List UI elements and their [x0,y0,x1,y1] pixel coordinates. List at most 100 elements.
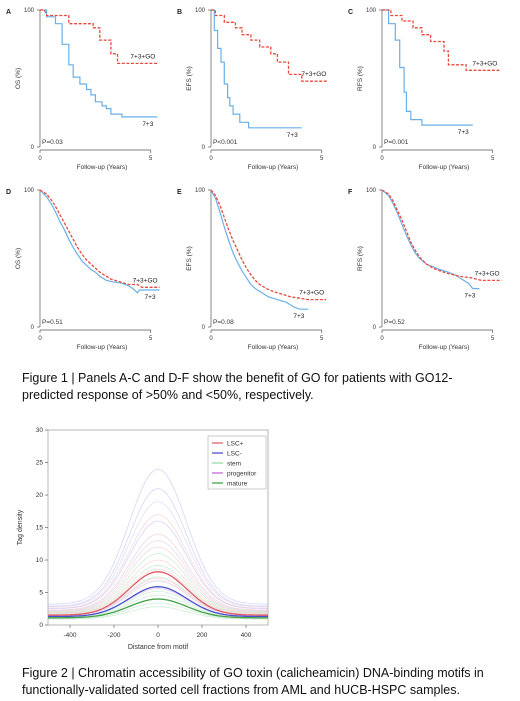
y-axis-label: RFS (%) [357,66,364,91]
sample-trace [48,520,268,610]
label-7+3+go: 7+3+GO [472,60,497,67]
y-tick-label: 0 [202,145,206,151]
y-axis-label: OS (%) [15,248,22,269]
label-7+3: 7+3 [142,121,153,128]
y-tick-label: 100 [24,188,35,194]
sample-trace [48,514,268,609]
y-axis-label: EFS (%) [186,66,193,91]
series-7+3+go [211,9,329,82]
x-axis-label: Follow-up (Years) [419,164,470,171]
sample-trace [48,546,268,612]
series-7+3 [381,189,480,290]
p-value: P=0.001 [384,139,409,146]
y-tick-label: 0 [31,325,35,331]
x-tick-label: 0 [38,156,42,162]
km-plot-c: C 0 100 0 5 Follow-up (Years) RFS (%) P=0.001 7+… [348,8,500,171]
series-7+3+go [39,189,160,288]
p-value: P=0.51 [42,319,63,326]
series-7+3 [211,9,302,129]
y-tick-label: 0 [31,145,35,151]
x-axis-label: Follow-up (Years) [419,344,470,351]
x-tick-label: 5 [320,156,324,162]
y-axis-label: Tag density [17,509,24,545]
series-7+3 [39,189,160,294]
label-7+3: 7+3 [145,294,156,301]
km-plot-f: F 0 100 0 5 Follow-up (Years) RFS (%) P=0.52 7+3… [348,188,502,351]
series-7+3 [210,189,309,310]
series-7+3 [40,9,158,118]
x-tick-label: 5 [149,336,153,342]
series-7+3+go [210,189,327,301]
sample-trace [48,606,268,620]
sample-trace [48,568,268,615]
panel-letter: E [177,189,182,196]
y-axis-label: OS (%) [15,68,22,89]
y-tick-label: 20 [36,492,44,499]
series-7+3 [382,9,473,126]
y-tick-label: 100 [366,188,377,194]
series-7+3+go [381,189,502,282]
y-axis-label: EFS (%) [186,246,193,271]
km-panel-d: D 0 100 0 5 Follow-up (Years) OS (%) P=0.51 7+3+… [4,182,172,351]
sample-trace [48,533,268,611]
label-7+3: 7+3 [458,129,469,136]
x-tick-label: 0 [38,336,42,342]
km-plot-b: B 0 100 0 5 Follow-up (Years) EFS (%) P<0.001 7+… [177,8,329,171]
km-panel-a: A 0 100 0 5 Follow-up (Years) OS (%) P=0.03 7+3+… [4,2,172,171]
sample-trace [48,468,268,605]
panel-letter: B [177,9,182,16]
series-LSC- [48,586,268,618]
tag-density-plot: -400 -200 0 200 400 0 5 10 15 20 25 30 Distance from… [17,427,269,651]
y-tick-label: 15 [36,525,44,532]
series-LSC+ [48,571,268,616]
y-tick-label: 25 [36,460,44,467]
figure2-chart: -400 -200 0 200 400 0 5 10 15 20 25 30 Distance from… [0,418,300,670]
sample-trace [48,594,268,618]
km-panel-c: C 0 100 0 5 Follow-up (Years) RFS (%) P=0.001 7+… [346,2,514,171]
label-7+3: 7+3 [287,132,298,139]
x-axis-label: Follow-up (Years) [77,344,128,351]
y-tick-label: 100 [24,8,35,14]
x-tick-label: -200 [107,632,120,639]
x-tick-label: 0 [209,156,213,162]
x-tick-label: 400 [241,632,252,639]
x-axis-label: Follow-up (Years) [248,164,299,171]
label-7+3+go: 7+3+GO [475,270,500,277]
label-7+3: 7+3 [293,313,304,320]
x-axis-label: Distance from motif [128,644,188,651]
label-7+3+go: 7+3+GO [133,277,158,284]
km-plot-d: D 0 100 0 5 Follow-up (Years) OS (%) P=0.51 7+3+… [6,188,160,351]
km-panel-e: E 0 100 0 5 Follow-up (Years) EFS (%) P=0.08 7+3… [175,182,343,351]
sample-trace [47,553,269,613]
x-tick-label: 0 [380,156,384,162]
x-tick-label: 5 [491,336,495,342]
label-7+3+go: 7+3+GO [130,53,155,60]
sample-trace [47,488,269,607]
p-value: P=0.08 [213,319,234,326]
y-tick-label: 10 [36,557,44,564]
sample-trace [48,602,268,619]
x-tick-label: 0 [209,336,213,342]
km-panel-b: B 0 100 0 5 Follow-up (Years) EFS (%) P<0.001 7+… [175,2,343,171]
y-tick-label: 100 [195,188,206,194]
sample-trace [47,564,269,614]
x-tick-label: 0 [156,632,160,639]
legend-label: stem [227,461,241,468]
y-tick-label: 0 [373,145,377,151]
x-tick-label: 0 [380,336,384,342]
km-plot-e: E 0 100 0 5 Follow-up (Years) EFS (%) P=0.08 7+3… [177,188,327,351]
legend-label: LSC+ [227,441,244,448]
km-plot-a: A 0 100 0 5 Follow-up (Years) OS (%) P=0.03 7+3+… [6,8,158,171]
y-tick-label: 100 [195,8,206,14]
x-axis-label: Follow-up (Years) [77,164,128,171]
y-axis-label: RFS (%) [357,246,364,271]
km-panel-f: F 0 100 0 5 Follow-up (Years) RFS (%) P=0.52 7+3… [346,182,514,351]
sample-trace [48,501,268,608]
series-7+3+go [40,9,158,65]
y-tick-label: 0 [39,622,43,629]
label-7+3: 7+3 [464,293,475,300]
p-value: P=0.52 [384,319,405,326]
label-7+3+go: 7+3+GO [299,290,324,297]
x-tick-label: 5 [149,156,153,162]
figure1-caption: Figure 1 | Panels A-C and D-F show the b… [22,371,453,402]
